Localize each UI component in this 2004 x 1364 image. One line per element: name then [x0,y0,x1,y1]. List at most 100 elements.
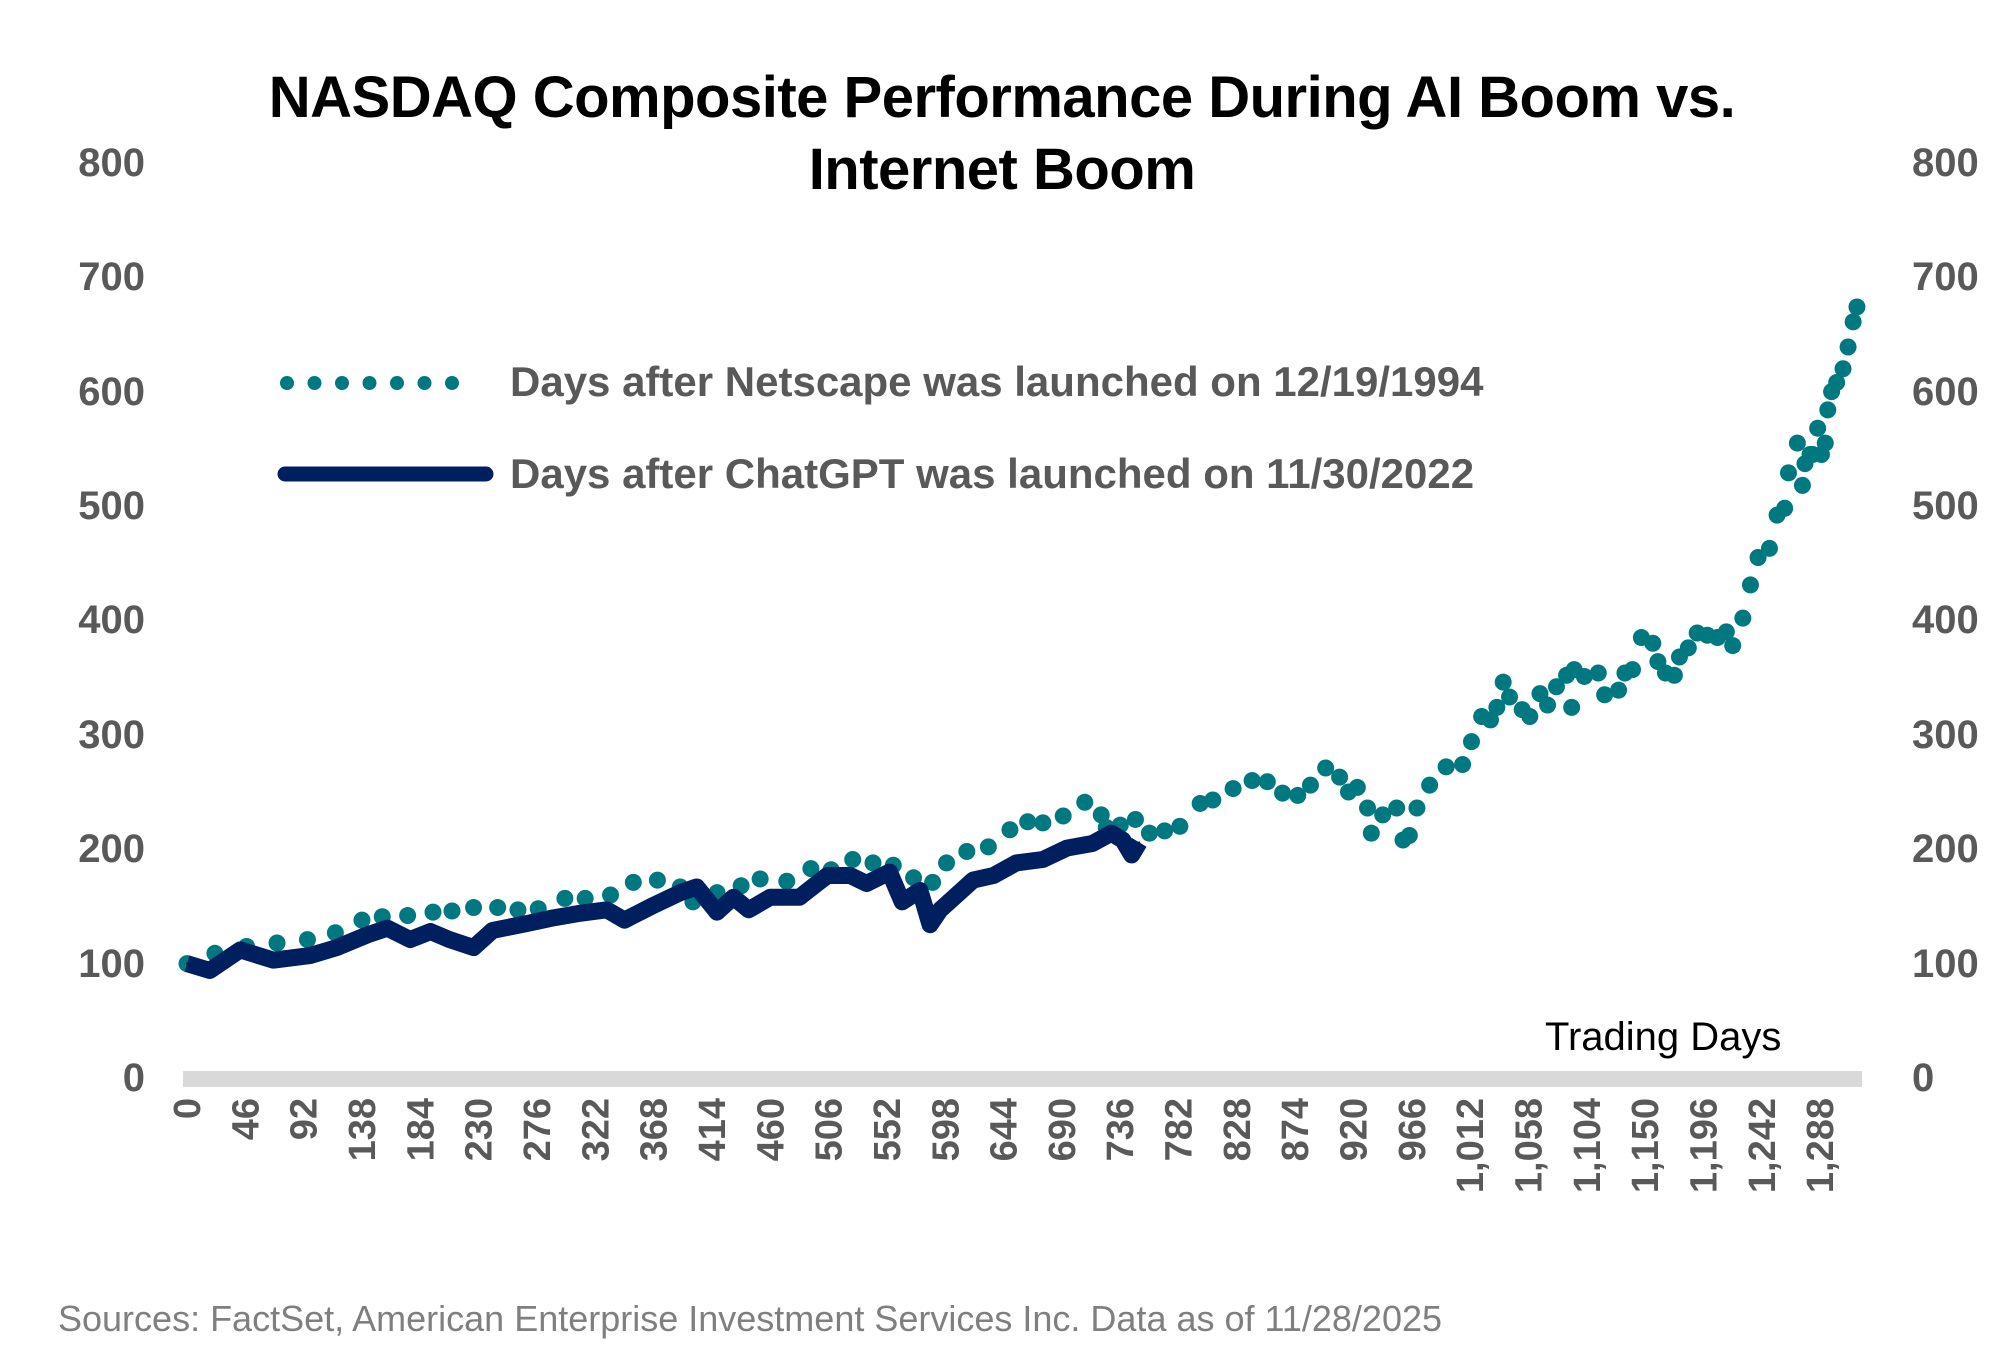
netscape-point [1400,826,1418,844]
chatgpt-point [308,954,311,957]
netscape-point [443,902,461,920]
chatgpt-point [472,946,475,949]
chatgpt-point [491,929,494,932]
x-tick-label: 276 [517,1098,559,1161]
y-tick-left-700: 700 [78,255,145,300]
netscape-point [602,886,620,904]
netscape-point [1171,817,1189,835]
netscape-point [1819,401,1837,419]
chatgpt-point [552,916,555,919]
legend-marker-netscape-dot [390,376,404,390]
y-tick-right-400: 400 [1912,598,1979,643]
chatgpt-point [679,891,682,894]
netscape-point [465,899,483,917]
x-tick-label: 1,104 [1567,1098,1609,1193]
netscape-point [1224,780,1242,798]
x-tick-label: 460 [750,1098,792,1161]
x-tick-label: 736 [1100,1098,1142,1161]
chatgpt-point [623,919,626,922]
netscape-point [556,889,574,907]
x-tick-label: 138 [342,1098,384,1161]
chatgpt-point [386,927,389,930]
x-tick-label: 966 [1392,1098,1434,1161]
x-axis-title: Trading Days [1545,1015,1782,1059]
netscape-point [424,903,442,921]
chatgpt-point [409,938,412,941]
netscape-point [1126,810,1144,828]
x-tick-label: 874 [1275,1098,1317,1161]
netscape-point [1793,476,1811,494]
netscape-point [1816,434,1834,452]
netscape-point [1644,634,1662,652]
chatgpt-point [1121,839,1124,842]
netscape-point [1563,698,1581,716]
netscape-point [1521,707,1539,725]
netscape-point [1421,776,1439,794]
x-tick-label: 184 [400,1098,442,1161]
y-tick-left-300: 300 [78,712,145,757]
netscape-point [1054,807,1072,825]
netscape-point [1724,637,1742,655]
netscape-point [905,869,923,887]
netscape-point [1019,813,1037,831]
x-axis-line [183,1071,1862,1087]
x-tick-label: 230 [459,1098,501,1161]
netscape-point [1547,678,1565,696]
chatgpt-point [186,962,188,965]
chart-title-line-2: Internet Boom [808,137,1196,202]
y-tick-left-400: 400 [78,598,145,643]
x-tick-label: 1,150 [1625,1098,1667,1193]
chatgpt-point [525,922,528,925]
x-tick-label: 644 [984,1098,1026,1161]
netscape-point [298,931,316,949]
netscape-point [979,838,997,856]
x-tick-label: 92 [284,1098,326,1140]
chatgpt-point [849,874,852,877]
chatgpt-point [652,904,655,907]
legend-marker-netscape-dot [445,376,459,390]
chatgpt-point [366,934,369,936]
netscape-point [1717,623,1735,641]
netscape-point [1741,576,1759,594]
chatgpt-point [579,912,582,915]
netscape-point [1788,434,1806,452]
netscape-point [1156,822,1174,840]
chatgpt-point [747,908,750,911]
chatgpt-point [716,911,719,914]
netscape-point [1437,758,1455,776]
chatgpt-point [798,896,801,899]
x-tick-label: 552 [867,1098,909,1161]
netscape-point [1809,419,1827,437]
legend-marker-netscape-dot [280,376,294,390]
chatgpt-point [992,874,995,877]
netscape-point [1482,711,1500,729]
x-tick-label: 1,288 [1800,1098,1842,1193]
netscape-point [1204,791,1222,809]
x-tick-label: 1,196 [1684,1098,1726,1193]
netscape-point [489,899,507,917]
netscape-point [1494,673,1512,691]
chatgpt-point [939,908,942,911]
netscape-point [938,854,956,872]
x-tick-label: 506 [809,1098,851,1161]
chatgpt-point [1091,842,1094,845]
y-tick-left-100: 100 [78,941,145,986]
netscape-point [1362,824,1380,842]
chatgpt-point [605,908,608,911]
y-tick-right-500: 500 [1912,484,1979,528]
netscape-point [1665,666,1683,684]
x-tick-label: 414 [692,1098,734,1161]
netscape-point [1848,298,1866,316]
netscape-point [1679,639,1697,657]
x-tick-label: 1,058 [1509,1098,1551,1193]
netscape-point [1076,793,1094,811]
netscape-point [1301,776,1319,794]
chatgpt-point [1015,861,1018,864]
netscape-point [1348,778,1366,796]
netscape-point [1359,799,1377,817]
chatgpt-point [769,896,772,899]
y-tick-left-600: 600 [78,369,145,414]
x-tick-label: 920 [1334,1098,1376,1161]
legend-marker-netscape-dot [362,376,377,390]
